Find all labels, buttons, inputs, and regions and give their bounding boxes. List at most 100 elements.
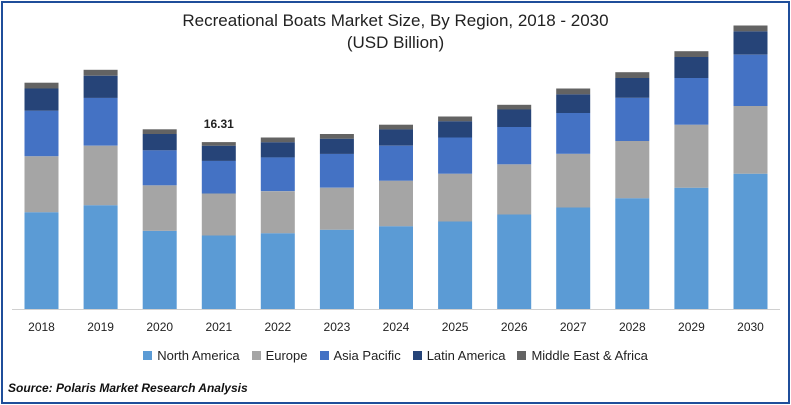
chart-legend: North America Europe Asia Pacific Latin Ame… [0,348,791,363]
bar-2022-asia-pacific [260,157,295,192]
bar-2027-middle-east-africa [556,88,591,95]
bar-2024-europe [379,180,413,227]
bar-2027-latin-america [556,94,591,113]
legend-item-europe: Europe [251,348,308,363]
bar-2020-north-america [142,230,177,309]
bar-2024-latin-america [379,129,413,146]
x-tick-label-2030: 2030 [737,320,764,334]
bar-2025-north-america [438,221,473,309]
legend-label-north-america: North America [157,348,240,363]
data-label-2021: 16.31 [204,117,234,131]
x-tick-label-2022: 2022 [264,320,291,334]
x-tick-label-2020: 2020 [146,320,173,334]
bar-2027-north-america [556,207,591,309]
bar-2024-middle-east-africa [379,124,413,130]
x-tick-label-2027: 2027 [560,320,587,334]
legend-swatch-middle-east-africa [517,351,527,360]
bar-2021-latin-america [201,145,236,161]
x-tick-label-2025: 2025 [442,320,469,334]
bar-2022-europe [260,191,295,234]
bar-2026-middle-east-africa [497,104,532,110]
bar-2025-middle-east-africa [438,116,473,122]
bar-2026-north-america [497,214,532,309]
bar-2024-north-america [379,226,413,309]
legend-item-north-america: North America [143,348,240,363]
bar-2018-latin-america [24,88,59,111]
x-tick-label-2028: 2028 [619,320,646,334]
legend-item-latin-america: Latin America [412,348,506,363]
bar-2030-asia-pacific [733,54,768,106]
x-tick-label-2024: 2024 [383,320,410,334]
bar-2023-europe [319,187,354,230]
bar-2025-latin-america [438,121,473,138]
bar-2021-middle-east-africa [201,142,236,146]
legend-swatch-europe [251,351,261,360]
chart-title-block: Recreational Boats Market Size, By Regio… [0,10,791,54]
legend-swatch-asia-pacific [319,351,329,360]
x-tick-label-2021: 2021 [205,320,232,334]
bar-2029-latin-america [674,57,709,78]
x-tick-label-2026: 2026 [501,320,528,334]
bar-2023-latin-america [319,138,354,154]
legend-swatch-north-america [143,351,153,360]
bar-2018-europe [24,156,59,213]
bar-2026-latin-america [497,109,532,127]
bar-2019-asia-pacific [83,97,118,146]
bar-2029-middle-east-africa [674,51,709,57]
bar-2018-north-america [24,212,59,309]
bar-2019-europe [83,145,118,206]
bar-2028-latin-america [615,78,650,98]
bar-2020-europe [142,185,177,231]
bar-2022-north-america [260,233,295,309]
bar-2030-middle-east-africa [733,25,768,32]
bar-2018-asia-pacific [24,110,59,157]
bar-2021-europe [201,193,236,236]
bar-2019-latin-america [83,75,118,98]
x-tick-label-2023: 2023 [324,320,351,334]
bar-2020-latin-america [142,134,177,151]
legend-item-middle-east-africa: Middle East & Africa [517,348,648,363]
bar-2020-middle-east-africa [142,129,177,134]
bar-2027-europe [556,153,591,208]
bar-2024-asia-pacific [379,145,413,181]
bar-2030-europe [733,106,768,174]
bar-2028-asia-pacific [615,97,650,141]
bar-2029-europe [674,124,709,188]
x-tick-label-2029: 2029 [678,320,705,334]
chart-title: Recreational Boats Market Size, By Regio… [182,11,609,30]
legend-label-latin-america: Latin America [426,348,506,363]
chart-subtitle: (USD Billion) [346,33,445,52]
legend-swatch-latin-america [412,351,422,360]
bar-2019-middle-east-africa [83,69,118,76]
bar-2018-middle-east-africa [24,82,59,89]
legend-label-asia-pacific: Asia Pacific [333,348,401,363]
bar-2022-middle-east-africa [260,137,295,143]
stacked-bar-chart: 2018 2019 2020 16.31 2021 2022 2023 2024 2025 202… [12,25,780,334]
bar-2029-north-america [674,187,709,309]
legend-item-asia-pacific: Asia Pacific [319,348,401,363]
bar-2028-middle-east-africa [615,72,650,78]
bar-2029-asia-pacific [674,78,709,125]
legend-label-middle-east-africa: Middle East & Africa [531,348,648,363]
bar-2025-europe [438,173,473,222]
bar-2028-europe [615,141,650,199]
bar-2020-asia-pacific [142,150,177,186]
bar-2027-asia-pacific [556,113,591,154]
bar-2021-north-america [201,235,236,309]
bar-2021-asia-pacific [201,160,236,194]
x-tick-label-2018: 2018 [28,320,55,334]
bar-2030-latin-america [733,31,768,55]
bar-2023-asia-pacific [319,153,354,188]
bar-2023-north-america [319,229,354,309]
legend-label-europe: Europe [265,348,308,363]
bar-2028-north-america [615,198,650,309]
bar-2026-europe [497,164,532,215]
bar-2026-asia-pacific [497,127,532,165]
bar-2023-middle-east-africa [319,134,354,139]
bar-2025-asia-pacific [438,137,473,174]
bar-2030-north-america [733,173,768,309]
bar-2019-north-america [83,205,118,309]
x-tick-label-2019: 2019 [87,320,114,334]
bar-2022-latin-america [260,142,295,158]
source-note: Source: Polaris Market Research Analysis [8,381,248,395]
